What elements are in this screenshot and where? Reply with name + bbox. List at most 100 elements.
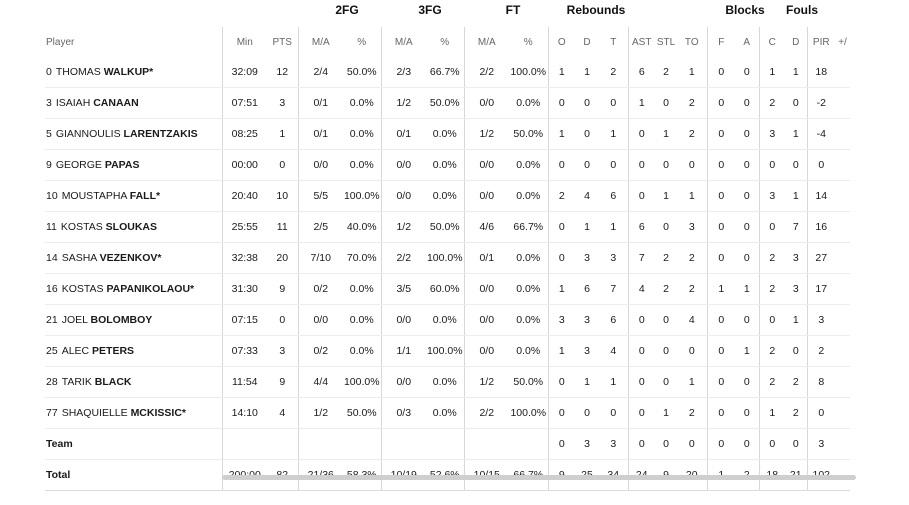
stat-ma2: 0/1 <box>297 87 343 119</box>
stat-maft: 0/0 <box>463 149 509 181</box>
column-group-headers: 2FG 3FG FT Rebounds Blocks Fouls <box>0 3 909 19</box>
player-row[interactable]: 5 GIANNOULIS LARENTZAKIS 08:25 1 0/1 0.0% 0/1 0… <box>45 118 850 150</box>
stat-d: 0 <box>575 118 599 150</box>
stat-bf: 0 <box>706 242 735 274</box>
stat-pct2: 0.0% <box>343 87 381 119</box>
horizontal-scrollbar[interactable] <box>222 475 856 480</box>
stat-pct3: 0.0% <box>426 366 464 398</box>
stat-ast: 0 <box>627 118 655 150</box>
stat-pm <box>835 304 850 336</box>
group-3fg: 3FG <box>418 3 442 17</box>
player-name-cell[interactable]: 3 ISAIAH CANAAN <box>45 87 222 119</box>
stat-fd: 3 <box>785 242 807 274</box>
stat-pct2: 40.0% <box>343 211 381 243</box>
player-row[interactable]: 14 SASHA VEZENKOV* 32:38 20 7/10 70.0% 2/2 100.… <box>45 242 850 274</box>
stat-pir: 18 <box>806 57 835 88</box>
stat-ba: 0 <box>735 149 759 181</box>
stat-bf: 0 <box>706 397 735 429</box>
stat-min: 00:00 <box>221 149 267 181</box>
player-row[interactable]: 28 TARIK BLACK 11:54 9 4/4 100.0% 0/0 0.0% 1/2 50… <box>45 366 850 398</box>
player-row[interactable]: 16 KOSTAS PAPANIKOLAOU* 31:30 9 0/2 0.0% 3/5 60… <box>45 273 850 305</box>
header-pts: PTS <box>272 36 292 48</box>
stat-maft: 0/0 <box>463 304 509 336</box>
stat-bf: 0 <box>706 211 735 243</box>
stat-d: 3 <box>575 335 599 367</box>
stat-ast: 0 <box>627 335 655 367</box>
stat-pctft: 50.0% <box>509 366 548 398</box>
player-name-cell[interactable]: 0 THOMAS WALKUP* <box>45 57 222 88</box>
stat-ba: 0 <box>735 87 759 119</box>
stat-pct2: 0.0% <box>343 273 381 305</box>
stat-d: 0 <box>575 149 599 181</box>
stat-o: 1 <box>547 57 575 88</box>
player-row[interactable]: 21 JOEL BOLOMBOY 07:15 0 0/0 0.0% 0/0 0.0% 0/0 0.… <box>45 304 850 336</box>
player-name-cell[interactable]: 16 KOSTAS PAPANIKOLAOU* <box>45 273 222 305</box>
stat-ma3: 0/0 <box>380 180 426 212</box>
player-name-cell[interactable]: 10 MOUSTAPHA FALL* <box>45 180 222 212</box>
player-name-cell[interactable]: 14 SASHA VEZENKOV* <box>45 242 222 274</box>
stat-pir: 3 <box>806 304 835 336</box>
header-reb-o: O <box>547 27 575 57</box>
stat-fd: 0 <box>785 149 807 181</box>
stat-o: 2 <box>547 180 575 212</box>
stat-pts: 20 <box>267 242 298 274</box>
player-name-cell[interactable]: 11 KOSTAS SLOUKAS <box>45 211 222 243</box>
stat-ast: 1 <box>627 87 655 119</box>
stat-pm <box>835 57 850 88</box>
player-row[interactable]: 11 KOSTAS SLOUKAS 25:55 11 2/5 40.0% 1/2 50.0% 4… <box>45 211 850 243</box>
player-row[interactable]: 9 GEORGE PAPAS 00:00 0 0/0 0.0% 0/0 0.0% 0/0 0.0%… <box>45 149 850 181</box>
stat-pts: 11 <box>267 211 298 243</box>
player-name-cell[interactable]: 21 JOEL BOLOMBOY <box>45 304 222 336</box>
stat-pctft: 0.0% <box>509 149 548 181</box>
stat-pm <box>835 335 850 367</box>
stat-pctft: 0.0% <box>509 180 548 212</box>
stat-stl: 0 <box>655 366 677 398</box>
stat-bf: 0 <box>706 87 735 119</box>
stat-bf: 0 <box>706 180 735 212</box>
player-row[interactable]: 0 THOMAS WALKUP* 32:09 12 2/4 50.0% 2/3 66.7% 2/… <box>45 57 850 88</box>
player-row[interactable]: 25 ALEC PETERS 07:33 3 0/2 0.0% 1/1 100.0% 0/0 0.… <box>45 335 850 367</box>
stat-fc: 0 <box>758 211 785 243</box>
stat-ast: 4 <box>627 273 655 305</box>
header-ast: AST <box>627 27 655 57</box>
player-name-cell[interactable]: 5 GIANNOULIS LARENTZAKIS <box>45 118 222 150</box>
player-first-name: MOUSTAPHA <box>61 190 127 202</box>
stat-fc: 2 <box>758 366 785 398</box>
stat-fd: 3 <box>785 273 807 305</box>
stat-ast: 0 <box>627 366 655 398</box>
stat-d: 3 <box>575 428 599 460</box>
header-player: Player <box>46 36 75 48</box>
stat-ast: 0 <box>627 428 655 460</box>
player-name-cell[interactable]: 9 GEORGE PAPAS <box>45 149 222 181</box>
stat-stl: 0 <box>655 304 677 336</box>
player-row[interactable]: 10 MOUSTAPHA FALL* 20:40 10 5/5 100.0% 0/0 0.0%… <box>45 180 850 212</box>
stat-pct3: 0.0% <box>426 397 464 429</box>
header-reb-t: T <box>610 36 617 48</box>
player-name-cell[interactable]: 28 TARIK BLACK <box>45 366 222 398</box>
stat-pct3: 50.0% <box>426 87 464 119</box>
stat-ba: 0 <box>735 304 759 336</box>
stat-maft: 2/2 <box>463 57 509 88</box>
stat-fc: 2 <box>758 335 785 367</box>
stat-pir: 17 <box>806 273 835 305</box>
player-number: 25 <box>46 345 58 357</box>
stat-fd: 0 <box>785 87 807 119</box>
stat-stl: 0 <box>655 428 677 460</box>
stat-ba: 0 <box>735 366 759 398</box>
stat-bf: 0 <box>706 118 735 150</box>
stat-pct3: 50.0% <box>426 211 464 243</box>
stat-pct2: 0.0% <box>343 335 381 367</box>
stat-ma3: 1/2 <box>380 87 426 119</box>
player-last-name: PETERS <box>92 345 135 357</box>
stat-ba: 0 <box>735 180 759 212</box>
player-name-cell[interactable]: 77 SHAQUIELLE MCKISSIC* <box>45 397 222 429</box>
stat-min <box>221 428 267 460</box>
stat-ma2: 5/5 <box>297 180 343 212</box>
player-name-cell[interactable]: 25 ALEC PETERS <box>45 335 222 367</box>
stat-pctft: 100.0% <box>509 57 548 88</box>
stat-pctft: 100.0% <box>509 397 548 429</box>
player-row[interactable]: 77 SHAQUIELLE MCKISSIC* 14:10 4 1/2 50.0% 0/3 0… <box>45 397 850 429</box>
stat-pct2: 70.0% <box>343 242 381 274</box>
player-row[interactable]: 3 ISAIAH CANAAN 07:51 3 0/1 0.0% 1/2 50.0% 0/0 0.… <box>45 87 850 119</box>
